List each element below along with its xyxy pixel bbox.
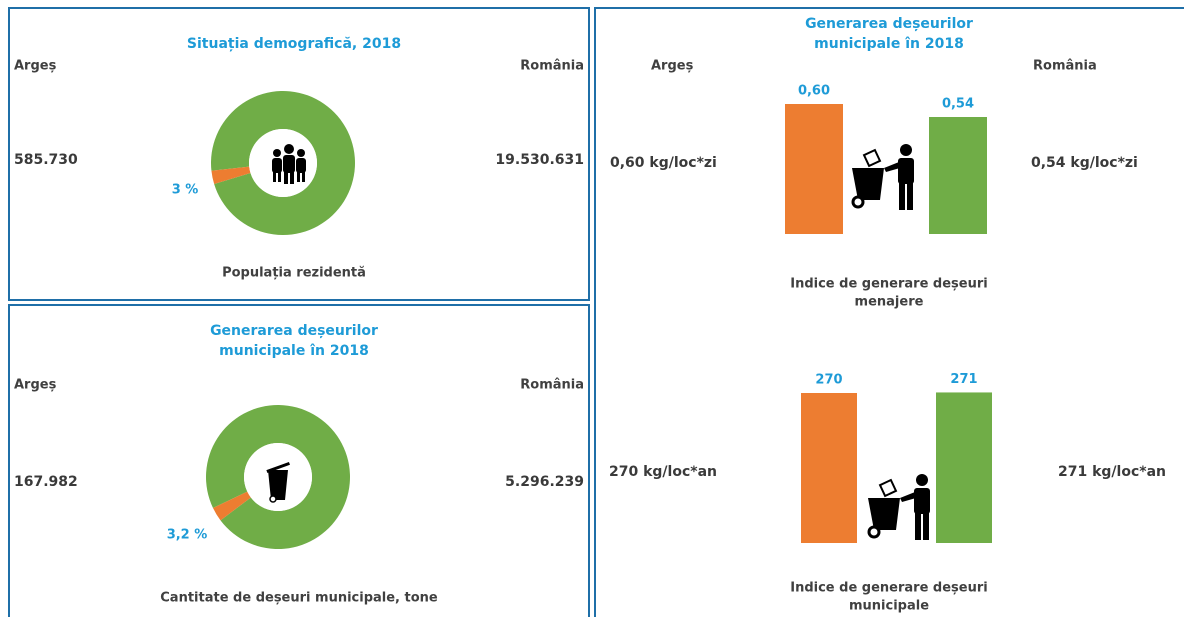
bar [785, 104, 843, 234]
worker-icon [851, 144, 914, 210]
donut-rest [205, 404, 350, 549]
left-label: Argeș [651, 59, 694, 74]
panel-title: municipale în 2018 [219, 343, 369, 359]
donut-slice [213, 491, 251, 521]
icons [256, 144, 930, 540]
bar-label: 270 [815, 373, 842, 388]
right-label: România [1033, 59, 1097, 74]
panel-title: Situația demografică, 2018 [187, 36, 401, 52]
bar [801, 393, 857, 543]
right-label: România [520, 59, 584, 74]
bar [929, 117, 987, 234]
panel-title: municipale în 2018 [814, 36, 964, 52]
panel-title: Generarea deșeurilor [210, 323, 378, 339]
caption: menajere [855, 295, 924, 310]
donut-rest [211, 90, 356, 235]
panel-border [594, 7, 1184, 617]
share-label: 3 % [172, 183, 199, 198]
people-icon [272, 144, 306, 184]
left-label: Argeș [14, 59, 57, 74]
worker-icon [867, 474, 930, 540]
left-value: 167.982 [14, 474, 78, 490]
left-text: 0,60 kg/loc*zi [610, 155, 717, 171]
bar [936, 392, 992, 543]
share-label: 3,2 % [167, 528, 208, 543]
caption: Indice de generare deșeuri [790, 277, 987, 292]
right-text: 271 kg/loc*an [1058, 464, 1166, 480]
panel-border [8, 304, 590, 617]
right-value: 19.530.631 [495, 152, 584, 168]
left-value: 585.730 [14, 152, 78, 168]
donut-slice [211, 166, 251, 185]
left-text: 270 kg/loc*an [609, 464, 717, 480]
bar-label: 271 [950, 372, 977, 387]
caption: Indice de generare deșeuri [790, 581, 987, 596]
left-label: Argeș [14, 378, 57, 393]
bar-label: 0,60 [798, 84, 830, 99]
bar-label: 0,54 [942, 97, 974, 112]
marks: 0,60 0,54 270 271 [205, 84, 992, 549]
panel-title: Generarea deșeurilor [805, 16, 973, 32]
right-label: România [520, 378, 584, 393]
caption: Populația rezidentă [222, 266, 366, 281]
bin-icon [256, 455, 300, 503]
panel-border [8, 7, 590, 301]
right-text: 0,54 kg/loc*zi [1031, 155, 1138, 171]
caption: Cantitate de deșeuri municipale, tone [160, 591, 438, 606]
right-value: 5.296.239 [505, 474, 584, 490]
caption: municipale [849, 599, 929, 614]
